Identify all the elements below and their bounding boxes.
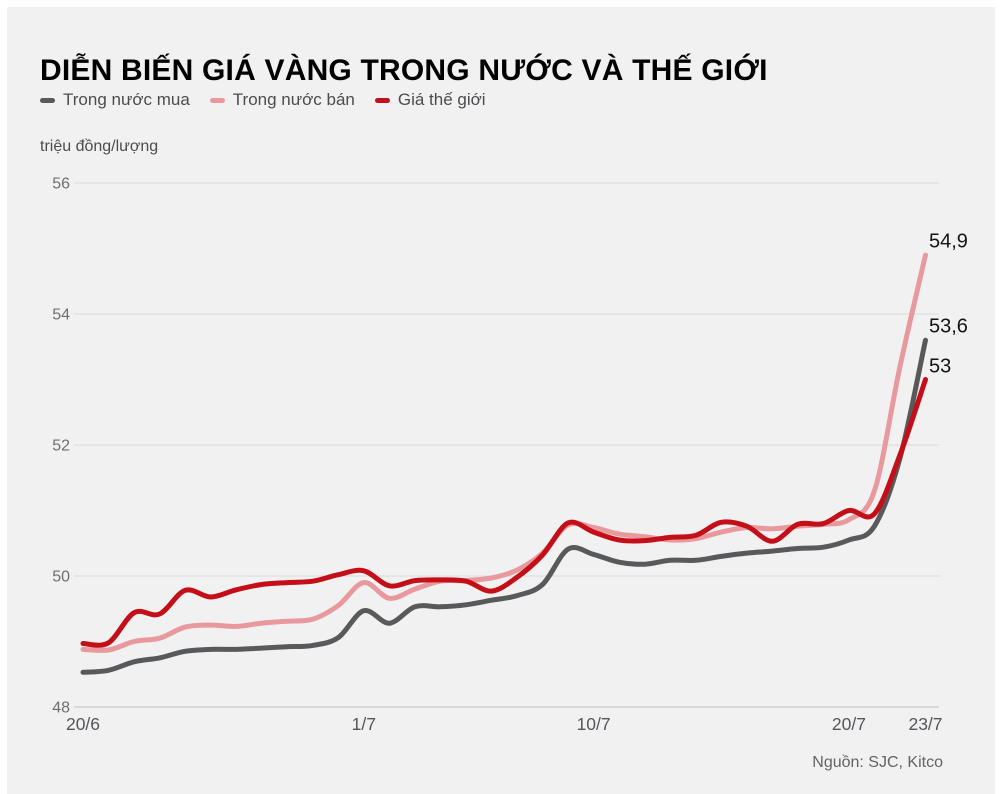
legend: Trong nước mua Trong nước bán Giá thế gi…: [40, 90, 486, 110]
x-tick-label-20-7: 20/7: [832, 714, 866, 734]
x-tick-label-1-7: 1/7: [352, 714, 376, 734]
end-label-54-9: 54,9: [929, 230, 968, 253]
y-tick-label-56: 56: [52, 176, 70, 193]
chart-panel: [7, 7, 995, 794]
y-tick-label-48: 48: [52, 700, 70, 717]
end-label-53: 53: [929, 355, 952, 377]
legend-label: Trong nước bán: [232, 90, 355, 109]
page-title: DIỄN BIẾN GIÁ VÀNG TRONG NƯỚC VÀ THẾ GIỚ…: [40, 54, 768, 88]
legend-label: Trong nước mua: [63, 90, 190, 109]
legend-swatch-gray: [40, 97, 55, 103]
legend-label: Giá thế giới: [397, 90, 486, 109]
series-line-giá-thế-giới: [80, 377, 928, 648]
y-tick-label-52: 52: [52, 438, 70, 455]
x-tick-label-20-6: 20/6: [66, 714, 100, 734]
legend-item-trong-nuoc-mua: Trong nước mua: [40, 90, 190, 110]
series-line-trong-nước-mua: [80, 337, 928, 675]
legend-item-trong-nuoc-ban: Trong nước bán: [209, 90, 355, 110]
y-tick-label-54: 54: [52, 307, 70, 324]
legend-item-gia-the-gioi: Giá thế giới: [374, 90, 486, 110]
source-credit: Nguồn: SJC, Kitco: [812, 754, 943, 771]
y-axis-unit-label: triệu đồng/lượng: [40, 138, 159, 155]
x-tick-label-23-7: 23/7: [908, 714, 942, 734]
y-tick-label-50: 50: [52, 569, 70, 586]
legend-swatch-red: [374, 97, 390, 103]
end-label-53-6: 53,6: [929, 315, 968, 338]
legend-swatch-pink: [209, 97, 225, 103]
x-tick-label-10-7: 10/7: [577, 714, 611, 734]
